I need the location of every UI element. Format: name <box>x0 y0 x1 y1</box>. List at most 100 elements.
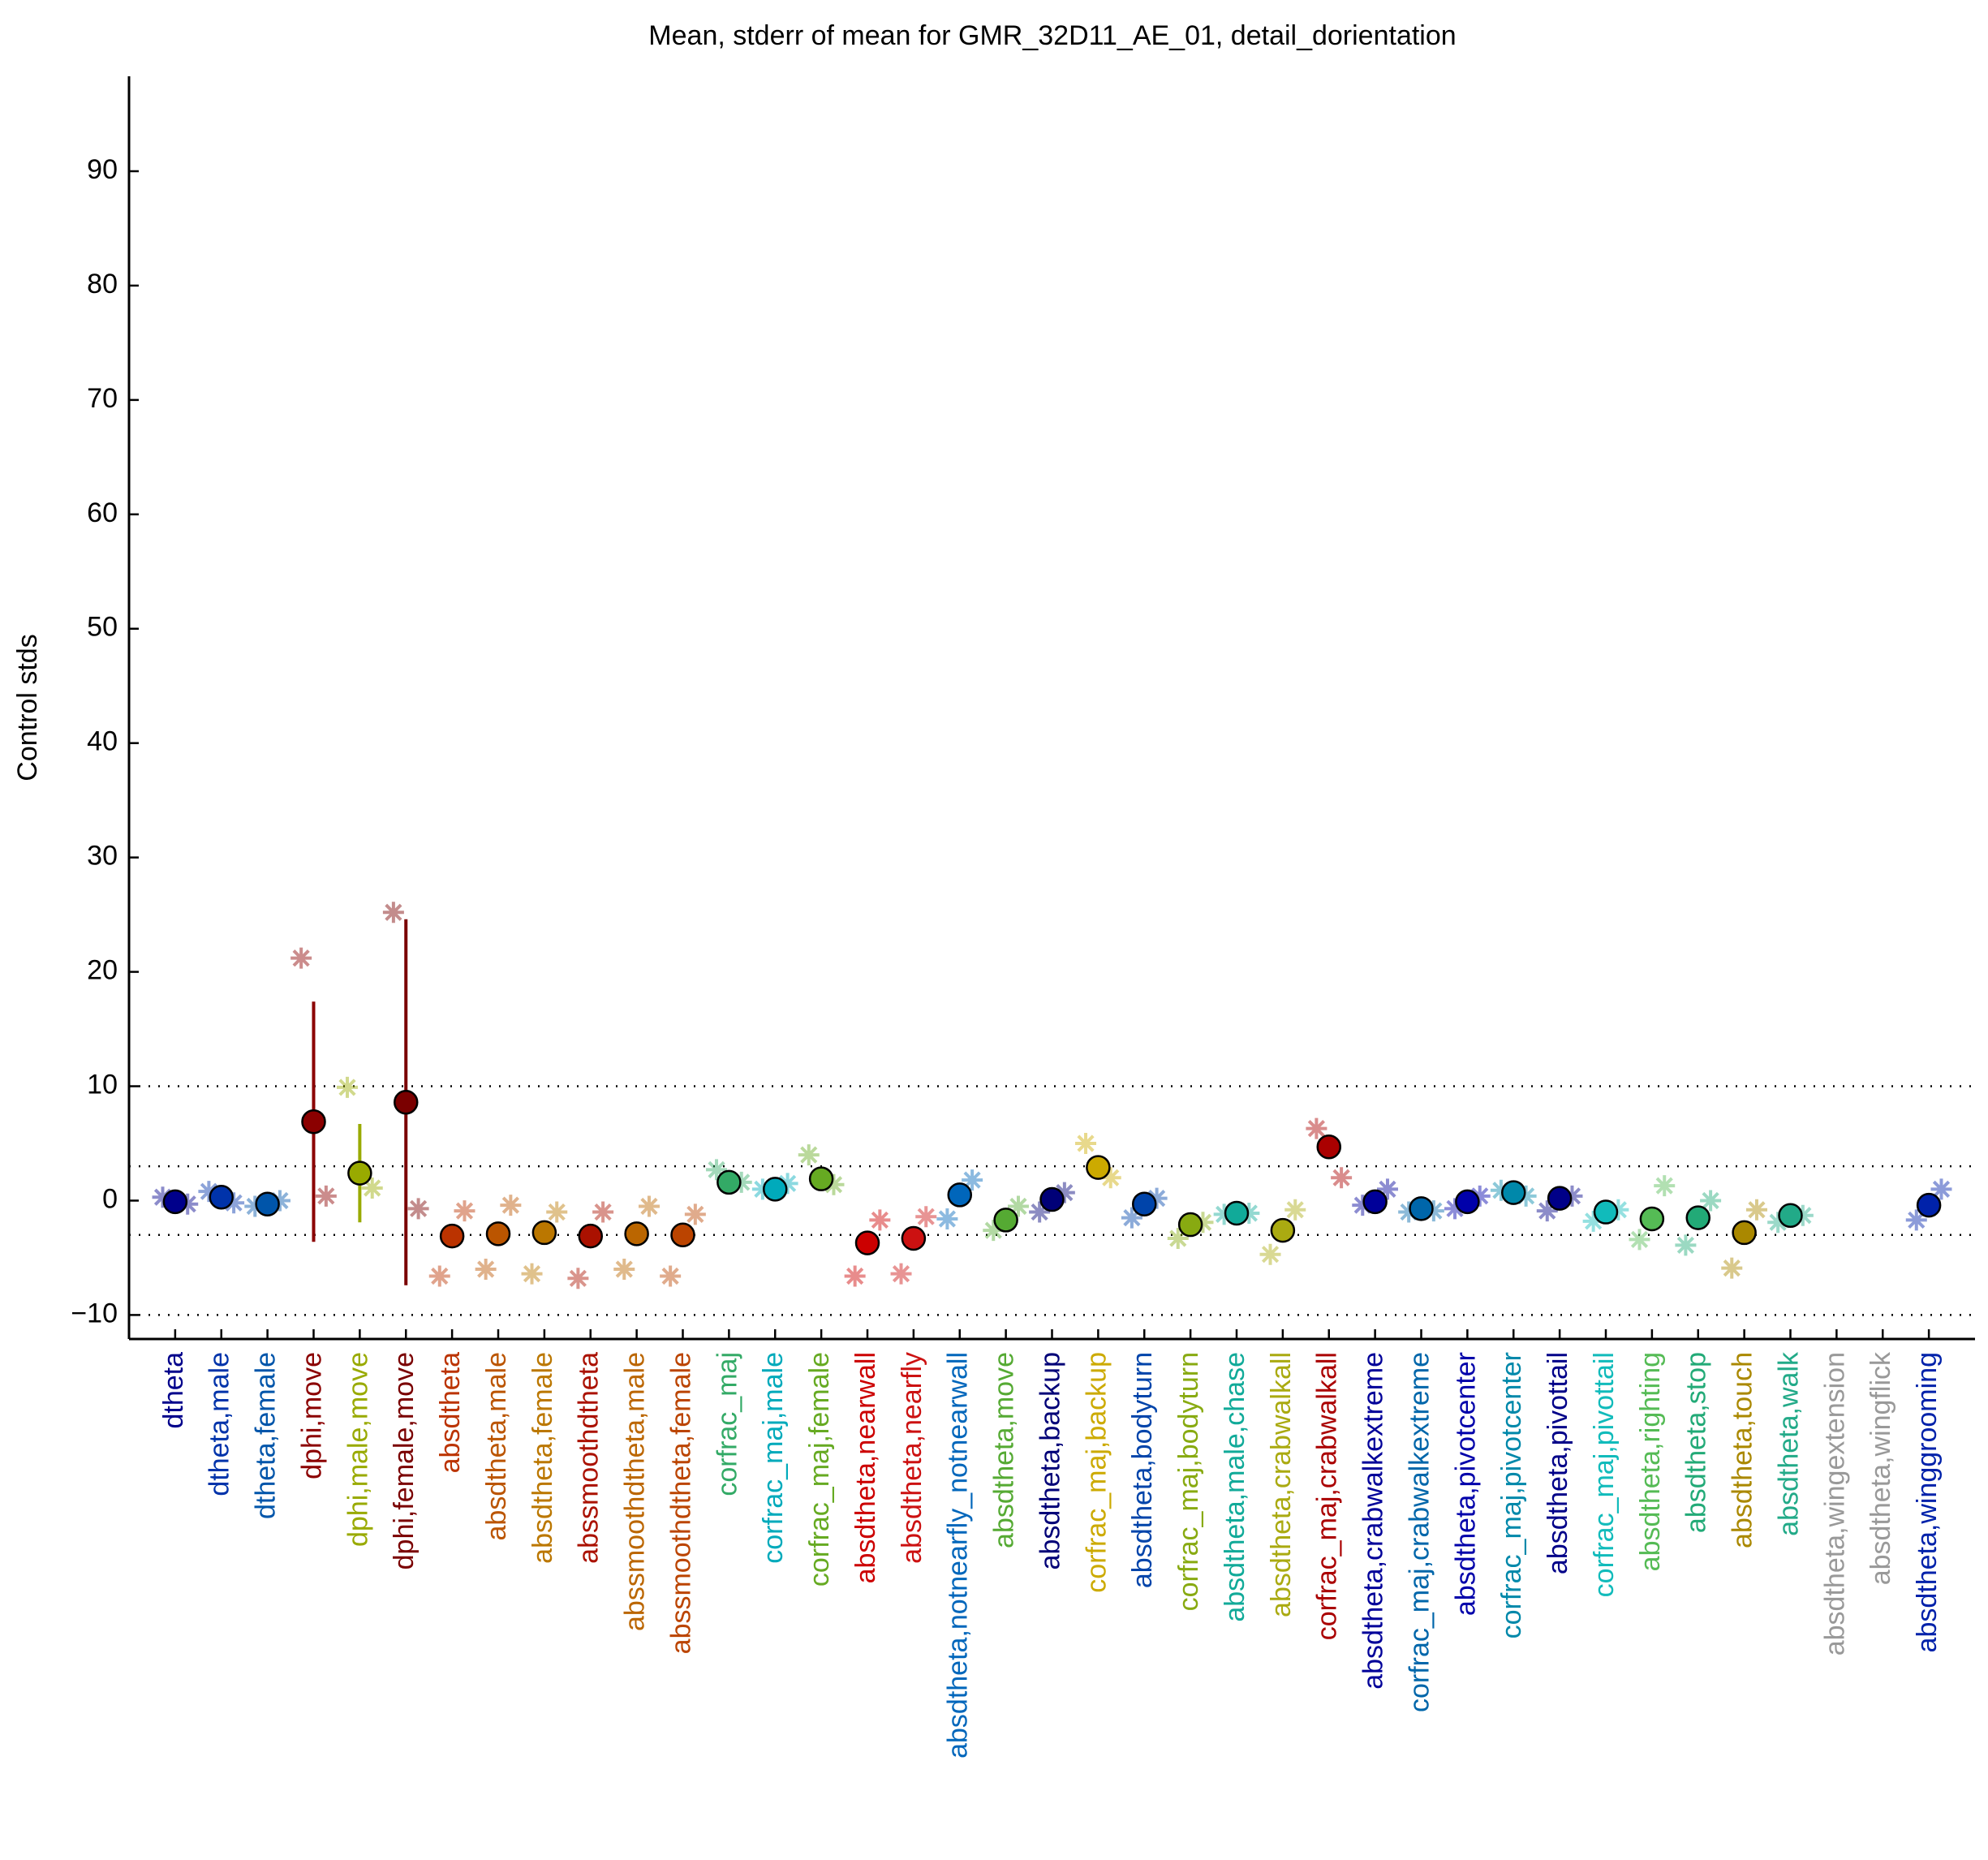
side-marker <box>798 1144 820 1166</box>
x-tick-label: absdtheta,nearfly <box>897 1352 927 1564</box>
x-tick-label: absdtheta,touch <box>1728 1352 1758 1548</box>
y-axis-label: Control stds <box>12 634 43 781</box>
y-tick-label: 70 <box>87 383 118 414</box>
mean-marker <box>670 1222 695 1247</box>
side-marker <box>1007 1195 1029 1217</box>
side-marker <box>1352 1195 1374 1216</box>
side-marker <box>1515 1185 1537 1207</box>
side-marker <box>962 1169 983 1191</box>
mean-marker <box>209 1184 234 1210</box>
mean-marker <box>808 1166 834 1191</box>
side-marker <box>152 1186 174 1208</box>
side-marker <box>1721 1257 1743 1279</box>
side-marker <box>915 1206 937 1228</box>
side-marker <box>869 1209 891 1231</box>
y-tick-label: 40 <box>87 726 118 757</box>
mean-marker <box>347 1160 372 1186</box>
mean-marker <box>1362 1189 1388 1215</box>
side-marker <box>1306 1117 1327 1139</box>
side-marker <box>1469 1185 1491 1207</box>
mean-marker <box>1501 1180 1526 1205</box>
side-marker <box>198 1181 220 1203</box>
x-tick-label: absdtheta,winggrooming <box>1912 1352 1943 1652</box>
side-marker <box>361 1177 383 1199</box>
side-marker <box>1192 1212 1214 1234</box>
x-tick-label: absdtheta,notnearfly_notnearwall <box>943 1352 974 1759</box>
mean-marker <box>1039 1186 1065 1212</box>
side-marker <box>244 1195 266 1217</box>
x-tick-label: corfrac_maj,pivotcenter <box>1496 1352 1527 1638</box>
mean-marker <box>531 1220 557 1246</box>
x-tick-label: absdtheta,move <box>989 1352 1020 1548</box>
side-marker <box>1259 1243 1281 1265</box>
mean-marker <box>394 1090 419 1115</box>
mean-marker <box>763 1177 788 1202</box>
x-tick-label: absdtheta,female <box>527 1352 558 1564</box>
x-tick-label: corfrac_maj,bodyturn <box>1173 1352 1204 1611</box>
side-marker <box>1099 1167 1121 1189</box>
side-marker <box>454 1200 475 1222</box>
side-marker <box>1561 1185 1583 1207</box>
y-tick-label: 60 <box>87 497 118 528</box>
x-tick-label: absdtheta,male,chase <box>1220 1352 1250 1622</box>
x-tick-label: absdtheta,walk <box>1773 1351 1804 1536</box>
side-marker <box>706 1159 728 1181</box>
x-tick-label: dphi,female,move <box>389 1352 420 1569</box>
mean-marker <box>1732 1220 1757 1246</box>
mean-marker <box>1132 1191 1157 1216</box>
x-tick-label: absdtheta,wingextension <box>1819 1352 1850 1655</box>
mean-marker <box>1177 1212 1203 1238</box>
x-tick-label: corfrac_maj,male <box>758 1352 789 1564</box>
x-tick-label: absdtheta,crabwalkextreme <box>1358 1352 1389 1690</box>
mean-marker <box>255 1191 280 1216</box>
x-tick-label: absdtheta,righting <box>1635 1352 1666 1571</box>
side-marker <box>1213 1203 1235 1225</box>
side-marker <box>1536 1200 1558 1222</box>
y-tick-label: 20 <box>87 955 118 986</box>
mean-marker <box>901 1225 927 1251</box>
side-marker <box>1238 1202 1260 1224</box>
x-tick-label: corfrac_maj,crabwalkextreme <box>1404 1352 1435 1712</box>
side-marker <box>1398 1201 1420 1223</box>
mean-marker <box>162 1189 188 1215</box>
side-marker <box>613 1259 635 1281</box>
y-tick-label: 90 <box>87 154 118 185</box>
y-tick-label: 30 <box>87 841 118 872</box>
mean-marker <box>1316 1134 1341 1160</box>
side-marker <box>730 1171 752 1193</box>
side-marker <box>1930 1178 1952 1200</box>
mean-marker <box>1224 1200 1250 1226</box>
side-marker <box>777 1173 798 1195</box>
side-marker <box>1582 1210 1604 1232</box>
side-marker <box>844 1265 866 1287</box>
y-tick-label: 10 <box>87 1070 118 1100</box>
side-marker <box>1167 1227 1189 1249</box>
side-marker <box>660 1265 682 1287</box>
mean-marker <box>1778 1203 1803 1229</box>
mean-marker <box>485 1221 511 1246</box>
side-marker <box>1700 1190 1722 1212</box>
side-marker <box>1075 1132 1097 1154</box>
side-marker <box>177 1193 199 1215</box>
side-marker <box>751 1178 773 1200</box>
x-tick-label: absdtheta,pivottail <box>1543 1352 1573 1574</box>
x-tick-label: abssmoothdtheta,female <box>665 1352 696 1654</box>
side-marker <box>269 1190 290 1212</box>
side-marker <box>1029 1201 1051 1223</box>
side-marker <box>1905 1209 1927 1231</box>
side-marker <box>382 902 404 924</box>
mean-marker <box>301 1109 326 1135</box>
y-tick-label: 50 <box>87 612 118 643</box>
side-marker <box>983 1220 1005 1242</box>
x-tick-label: abssmoothdtheta,male <box>620 1352 651 1631</box>
x-tick-label: dtheta <box>158 1352 189 1429</box>
y-tick-label: −10 <box>71 1298 118 1328</box>
x-tick-label: absdtheta,wingflick <box>1865 1351 1896 1585</box>
mean-marker <box>1547 1186 1573 1211</box>
side-marker <box>315 1185 337 1207</box>
mean-marker <box>1593 1199 1619 1225</box>
x-tick-label: corfrac_maj <box>712 1352 742 1496</box>
side-marker <box>1422 1200 1444 1222</box>
x-tick-label: absdtheta <box>435 1352 466 1473</box>
